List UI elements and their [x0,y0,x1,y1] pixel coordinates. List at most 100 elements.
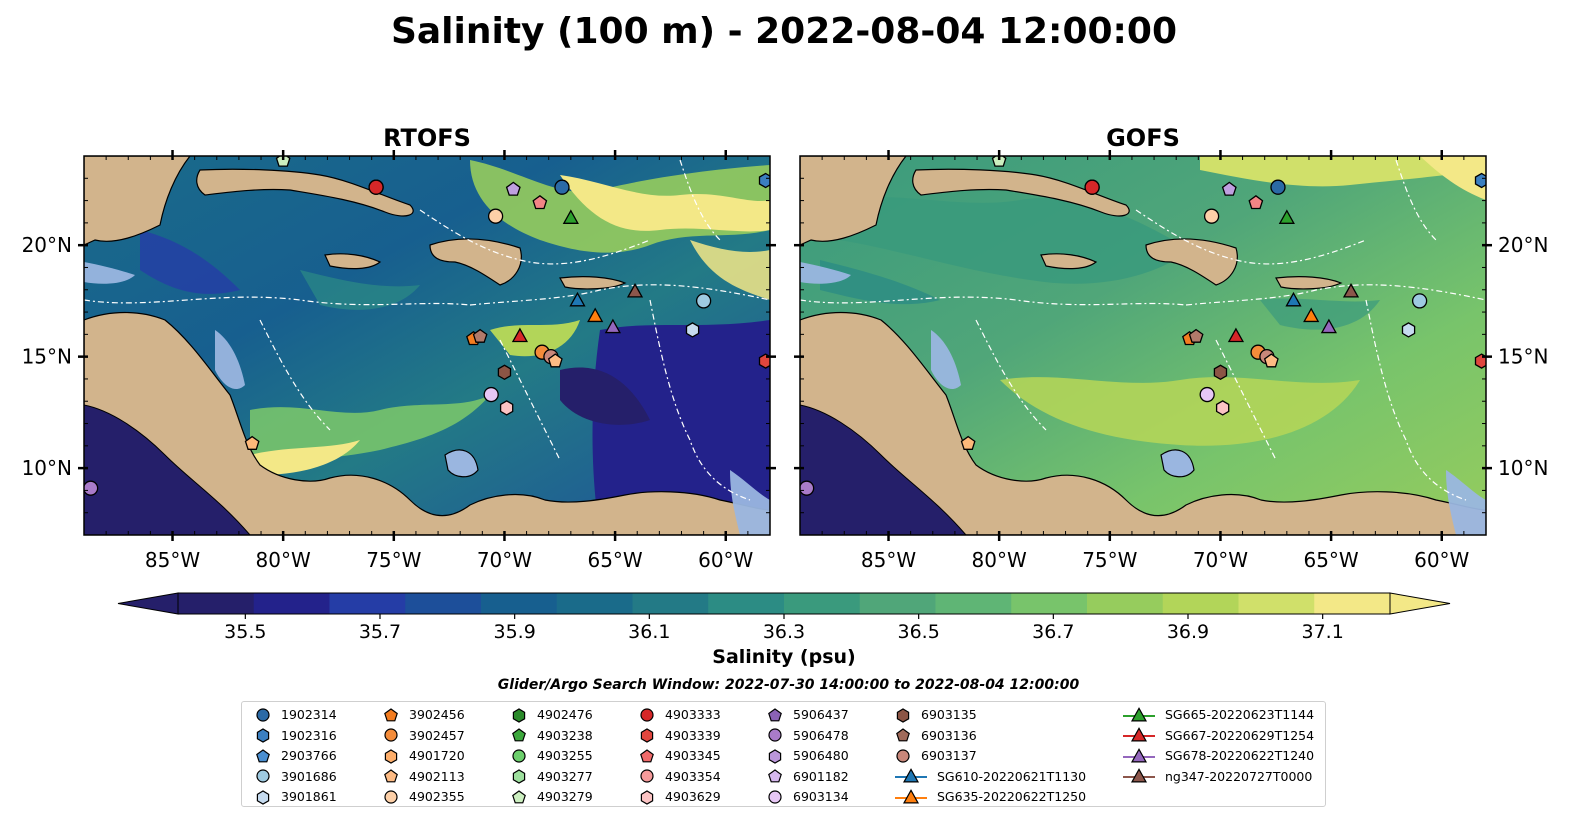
colorbar-tick-label: 35.5 [224,621,266,643]
pentagon-marker-icon [384,769,398,783]
marker-6903135 [497,364,512,381]
marker-4901720 [1263,353,1279,368]
marker-4903255 [554,179,570,195]
hexagon-marker-icon [640,728,654,743]
x-tick-label: 75°W [1082,548,1137,572]
legend-label: 2903766 [281,748,337,763]
pentagon-marker-icon [768,707,782,721]
legend-entry: 5906480 [766,746,849,765]
figure-title: Salinity (100 m) - 2022-08-04 12:00:00 [391,11,1177,52]
y-tick-label: 20°N [1498,233,1548,257]
pentagon-marker-icon [512,789,526,803]
hexagon-marker-icon [256,728,270,743]
legend-label: 4903255 [537,748,593,763]
panel-title-rtofs: RTOFS [383,124,471,152]
legend-entry: 5906437 [766,705,849,724]
legend-entry: 6903136 [894,726,977,745]
marker-6903134 [1199,386,1215,403]
circle-marker-icon [768,789,782,804]
legend-label: 4903277 [537,768,593,784]
colorbar-extend-high [1389,592,1451,615]
circle-marker-icon [384,789,398,804]
marker-SG665-20220623T1144 [562,209,579,224]
hexagon-marker-icon [512,707,526,723]
legend-title: Glider/Argo Search Window: 2022-07-30 14… [497,677,1080,693]
triangle-line-marker-icon [1123,768,1155,783]
legend-label: 4903238 [537,727,593,743]
legend-label: ng347-20220727T0000 [1165,768,1313,784]
marker-ng347-20220727T0000 [626,282,644,298]
colorbar-bin [329,593,406,614]
legend-label: 6903137 [921,748,977,763]
y-tick-label: 10°N [22,456,72,480]
legend-entry: SG665-20220623T1144 [1122,705,1314,724]
legend-entry: 1902316 [254,726,337,745]
y-tick-label: 15°N [22,345,72,369]
legend-entry: SG678-20220622T1240 [1122,746,1314,765]
marker-SG678-20220622T1240 [1320,318,1337,334]
marker-6903134 [483,386,499,403]
circle-marker-icon [768,728,782,742]
axes: 85°W 80°W 75°W 70°W 65°W 60°W 10°N 15°N 20°N 85°W… [22,150,1548,572]
legend-entry: 4903354 [638,767,721,786]
legend-label: 4903339 [665,727,721,743]
marker-SG635-20220622T1250 [1303,307,1320,323]
pacific-rtofs [84,404,251,535]
colorbar-bin [1011,593,1088,614]
pentagon-marker-icon [512,728,526,742]
shelf-gofs [800,262,1486,535]
legend-entry: 3902457 [382,726,465,745]
marker-5906437 [505,181,521,196]
x-tick-label: 60°W [1414,548,1469,572]
marker-5906437 [1221,181,1237,196]
y-tick-label: 20°N [22,233,72,257]
marker-4903255 [1270,179,1286,195]
legend-label: 4903279 [537,789,593,804]
markers-rtofs [84,156,770,496]
marker-ng347-20220727T0000 [1342,282,1360,298]
legend-entry: 4902355 [382,787,465,806]
triangle-line-marker-icon [895,768,927,783]
x-tick-label: 65°W [1303,548,1358,572]
pentagon-marker-icon [640,748,654,762]
legend-label: SG610-20220621T1130 [937,768,1087,784]
marker-SG610-20220621T1130 [569,291,586,307]
legend-label: 6903135 [921,707,977,722]
shelf-rtofs [84,262,770,535]
marker-4903279 [991,156,1007,167]
x-tick-label: 60°W [698,548,753,572]
circle-marker-icon [640,707,654,722]
legend-entry: SG610-20220621T1130 [894,767,1086,786]
legend-label: 5906480 [793,748,849,763]
pentagon-marker-icon [256,748,270,762]
legend-entry: 4903345 [638,746,721,765]
marker-3901686 [695,293,712,309]
colorbar-label: Salinity (psu) [712,646,855,668]
colorbar-bin [859,593,937,614]
legend-label: 4903345 [665,748,721,763]
legend-entry: 4903238 [510,726,593,745]
x-tick-label: 85°W [145,548,200,572]
legend-entry: 4903629 [638,787,721,806]
colorbar-tick-label: 36.7 [1032,621,1074,643]
marker-SG667-20220629T1254 [1227,327,1245,343]
legend-label: SG678-20220622T1240 [1165,748,1315,763]
marker-4903629 [1215,400,1230,416]
legend-label: 3901861 [281,789,337,804]
marker-4901720 [547,353,563,368]
legend-entry: 4902113 [382,767,465,786]
colorbar-bin [405,593,482,614]
legend-label: 4903629 [665,789,721,804]
colorbar-bin [556,593,634,614]
colorbar-bin [1314,593,1391,614]
x-tick-label: 70°W [1193,548,1248,572]
colorbar-bin [935,593,1012,614]
marker-1902316 [1474,172,1486,189]
legend-label: 1902316 [281,727,337,743]
frame-rtofs [83,155,771,536]
colorbar-tick-label: 36.5 [898,621,940,643]
legend-entry: 6903134 [766,787,849,806]
legend-label: 3901686 [281,768,337,784]
marker-SG635-20220622T1250 [587,307,604,323]
hexagon-marker-icon [256,789,270,805]
